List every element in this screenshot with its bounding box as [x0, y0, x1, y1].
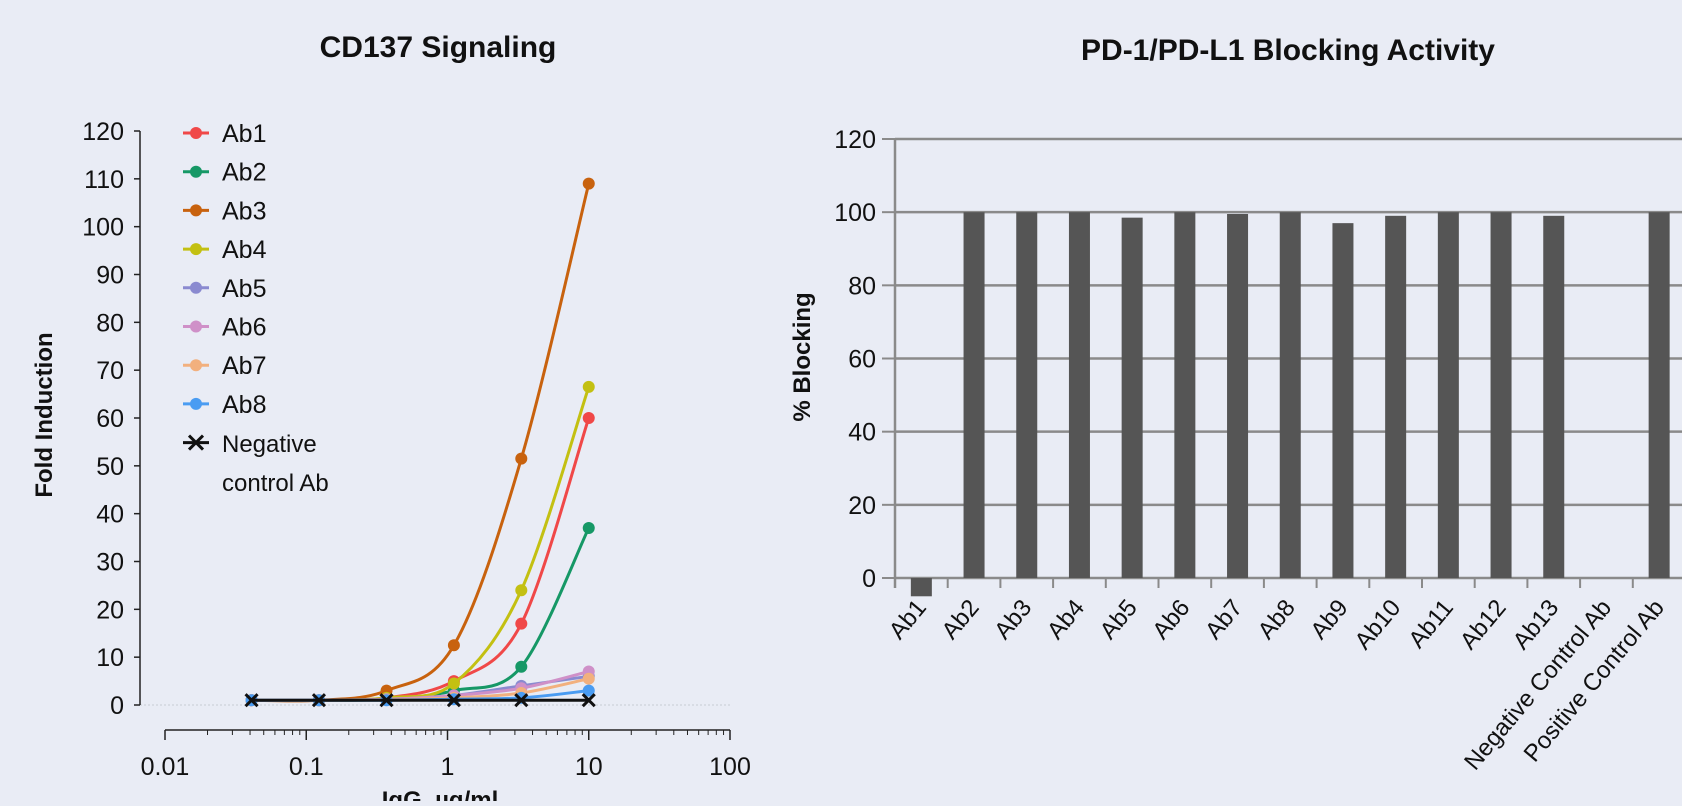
cd137-y-tick-label: 30 [96, 549, 124, 577]
legend-swatch-marker-ab3 [190, 204, 202, 217]
cd137-y-tick-label: 0 [110, 692, 124, 720]
legend-label-ab4: Ab4 [222, 236, 267, 264]
blocking-y-tick-label: 80 [848, 272, 876, 300]
cd137-x-tick-label: 0.01 [141, 753, 190, 781]
legend-label-ab5: Ab5 [222, 275, 266, 303]
cd137-y-axis-label: Fold Induction [31, 332, 58, 497]
cd137-point-ab4 [515, 584, 528, 597]
blocking-chart-title: PD-1/PD-L1 Blocking Activity [1081, 34, 1495, 67]
cd137-point-ab2 [582, 522, 595, 535]
cd137-x-axis-label: IgG, µg/ml [382, 787, 499, 801]
bar-ab8 [1279, 212, 1301, 578]
cd137-point-negative-control [244, 693, 259, 708]
cd137-point-ab1 [582, 412, 595, 424]
cd137-point-ab8 [582, 684, 595, 697]
cd137-point-ab2 [515, 660, 528, 673]
bar-ab7 [1227, 213, 1249, 578]
cd137-point-negative-control [446, 693, 461, 708]
blocking-y-tick-label: 40 [848, 419, 876, 447]
cd137-x-tick-label: 10 [575, 753, 603, 781]
cd137-x-tick-label: 1 [441, 753, 455, 781]
legend-swatch-marker-ab4 [190, 243, 202, 256]
bar-ab4 [1068, 212, 1090, 578]
legend-swatch-marker-ab5 [190, 281, 202, 294]
cd137-y-tick-label: 80 [96, 309, 124, 337]
cd137-point-negative-control [581, 693, 596, 708]
bar-ab10 [1385, 215, 1407, 578]
bar-ab9 [1332, 223, 1354, 578]
bar-ab1 [910, 578, 932, 597]
cd137-point-ab7 [582, 672, 595, 685]
legend-label-ab7: Ab7 [222, 352, 266, 380]
cd137-point-negative-control [514, 693, 529, 708]
cd137-y-tick-label: 20 [96, 596, 124, 624]
cd137-y-tick-label: 90 [96, 262, 124, 290]
bar-ab13 [1543, 215, 1565, 578]
bar-ab3 [1016, 212, 1038, 578]
cd137-point-negative-control [311, 693, 327, 708]
cd137-y-tick-label: 40 [96, 501, 124, 529]
blocking-y-axis-label: % Blocking [789, 292, 816, 421]
legend-label-ab6: Ab6 [222, 314, 266, 342]
cd137-y-tick-label: 10 [96, 644, 124, 672]
cd137-point-ab3 [515, 452, 528, 465]
cd137-y-tick-label: 100 [82, 214, 124, 242]
cd137-legend-note-line-1: Negative [222, 431, 317, 458]
bar-ab11 [1437, 212, 1459, 578]
legend-label-ab1: Ab1 [222, 120, 266, 148]
bar-ab5 [1121, 217, 1143, 578]
cd137-point-ab4 [447, 677, 460, 690]
cd137-point-ab1 [515, 617, 528, 630]
cd137-point-negative-control [379, 693, 394, 708]
blocking-y-tick-label: 60 [848, 346, 876, 374]
cd137-x-tick-label: 100 [709, 753, 751, 781]
cd137-legend-note-line-2: control Ab [222, 470, 329, 497]
legend-swatch-marker-ab2 [190, 165, 202, 178]
legend-swatch-marker-ab1 [190, 127, 202, 139]
legend-label-ab8: Ab8 [222, 391, 266, 419]
cd137-y-tick-label: 110 [84, 166, 124, 194]
cd137-chart-title: CD137 Signaling [320, 31, 557, 64]
blocking-y-tick-label: 120 [834, 126, 876, 154]
blocking-y-tick-label: 0 [862, 565, 876, 593]
legend-label-ab3: Ab3 [222, 197, 266, 225]
bar-ab6 [1174, 212, 1196, 578]
cd137-y-tick-label: 50 [96, 453, 124, 481]
legend-swatch-marker-ab8 [190, 397, 202, 410]
cd137-x-tick-label: 0.1 [289, 753, 324, 781]
legend-swatch-marker-ab6 [190, 320, 202, 333]
cd137-y-tick-label: 120 [82, 118, 124, 146]
bar-positive-control-ab [1648, 212, 1670, 578]
bar-ab12 [1490, 212, 1512, 578]
blocking-y-tick-label: 20 [848, 492, 876, 520]
cd137-y-tick-label: 70 [96, 357, 124, 385]
legend-swatch-marker-negative-control [187, 434, 205, 451]
cd137-point-ab3 [582, 177, 595, 190]
cd137-y-tick-label: 60 [96, 405, 124, 433]
blocking-y-tick-label: 100 [834, 199, 876, 227]
cd137-point-ab4 [582, 380, 595, 393]
cd137-point-ab3 [447, 639, 460, 652]
legend-label-ab2: Ab2 [222, 159, 266, 187]
bar-ab2 [963, 212, 985, 578]
legend-swatch-marker-ab7 [190, 359, 202, 372]
